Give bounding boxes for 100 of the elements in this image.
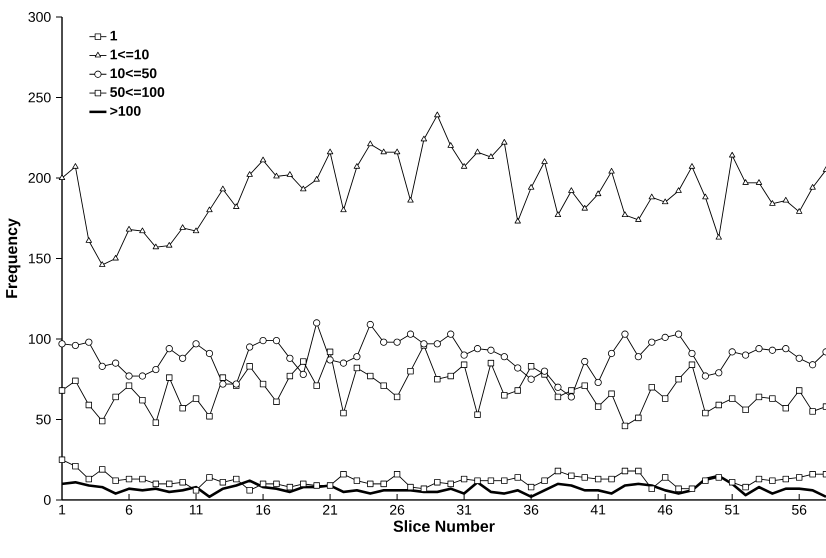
point bbox=[568, 187, 575, 193]
point bbox=[86, 476, 92, 482]
point bbox=[300, 370, 307, 378]
y-tick-label: 300 bbox=[28, 12, 51, 22]
point bbox=[554, 468, 562, 474]
point bbox=[688, 163, 696, 169]
point bbox=[112, 394, 119, 400]
point bbox=[608, 350, 616, 358]
point bbox=[514, 474, 521, 481]
point bbox=[326, 356, 334, 364]
point bbox=[166, 345, 173, 352]
x-tick-label: 41 bbox=[590, 504, 606, 514]
point bbox=[742, 406, 749, 414]
point bbox=[313, 482, 320, 489]
y-axis-title: Frequency bbox=[6, 218, 20, 298]
point bbox=[166, 242, 172, 248]
point bbox=[474, 411, 481, 418]
point bbox=[782, 345, 790, 352]
point bbox=[126, 382, 132, 389]
legend-label: >100 bbox=[110, 106, 141, 116]
point bbox=[326, 148, 334, 154]
point bbox=[367, 372, 374, 380]
point bbox=[152, 366, 160, 374]
point bbox=[528, 363, 534, 370]
point bbox=[139, 396, 146, 404]
point bbox=[192, 228, 200, 234]
point bbox=[420, 136, 428, 142]
point bbox=[380, 338, 388, 346]
point bbox=[326, 482, 334, 489]
point bbox=[648, 384, 655, 390]
point bbox=[782, 196, 789, 203]
point bbox=[756, 476, 762, 482]
point bbox=[488, 153, 494, 160]
point bbox=[192, 487, 200, 494]
point bbox=[273, 398, 280, 405]
point bbox=[501, 477, 508, 484]
point bbox=[782, 476, 789, 482]
point bbox=[674, 330, 682, 338]
point bbox=[809, 408, 816, 415]
x-tick-label: 21 bbox=[323, 504, 338, 515]
y-tick-label: 150 bbox=[28, 254, 51, 264]
point bbox=[702, 372, 709, 380]
point bbox=[474, 477, 481, 484]
point bbox=[540, 368, 548, 375]
legend-label: 10<=50 bbox=[110, 68, 156, 78]
point bbox=[99, 466, 106, 473]
x-tick-label: 51 bbox=[724, 504, 740, 515]
y-tick-label: 200 bbox=[28, 173, 51, 183]
point bbox=[206, 474, 213, 481]
point bbox=[447, 330, 454, 338]
point bbox=[541, 477, 548, 484]
point bbox=[192, 340, 200, 348]
point bbox=[86, 402, 92, 408]
x-tick-label: 56 bbox=[792, 504, 806, 515]
point bbox=[152, 244, 160, 250]
point bbox=[286, 171, 294, 177]
point bbox=[434, 112, 440, 118]
point bbox=[366, 320, 374, 328]
point bbox=[112, 477, 119, 484]
point bbox=[594, 190, 602, 196]
point bbox=[380, 148, 387, 154]
point bbox=[742, 179, 749, 185]
point bbox=[622, 211, 628, 218]
point bbox=[528, 184, 534, 190]
point bbox=[528, 484, 534, 490]
point bbox=[474, 148, 481, 154]
point bbox=[313, 382, 320, 389]
point bbox=[742, 351, 750, 359]
point bbox=[206, 413, 213, 420]
point bbox=[648, 194, 655, 200]
point bbox=[716, 474, 722, 481]
point bbox=[662, 334, 669, 341]
point bbox=[582, 204, 588, 211]
point bbox=[246, 363, 253, 370]
point bbox=[179, 224, 186, 230]
point bbox=[179, 479, 186, 486]
point bbox=[72, 378, 79, 384]
point bbox=[460, 351, 468, 359]
y-tick-label: 250 bbox=[28, 92, 51, 102]
point bbox=[460, 362, 468, 368]
point bbox=[648, 338, 656, 346]
point bbox=[728, 479, 736, 486]
point bbox=[796, 387, 802, 394]
point bbox=[259, 336, 267, 344]
point bbox=[420, 486, 428, 492]
point bbox=[675, 486, 682, 492]
point bbox=[233, 203, 240, 209]
point bbox=[407, 196, 414, 203]
x-tick-label: 6 bbox=[126, 504, 132, 515]
point bbox=[582, 382, 588, 389]
point bbox=[769, 395, 776, 402]
point bbox=[662, 474, 668, 481]
point bbox=[568, 393, 575, 401]
point bbox=[568, 472, 575, 480]
point bbox=[233, 476, 240, 482]
point bbox=[380, 382, 387, 389]
point bbox=[768, 346, 776, 354]
point bbox=[380, 480, 387, 488]
point bbox=[219, 380, 226, 388]
point bbox=[367, 480, 374, 488]
